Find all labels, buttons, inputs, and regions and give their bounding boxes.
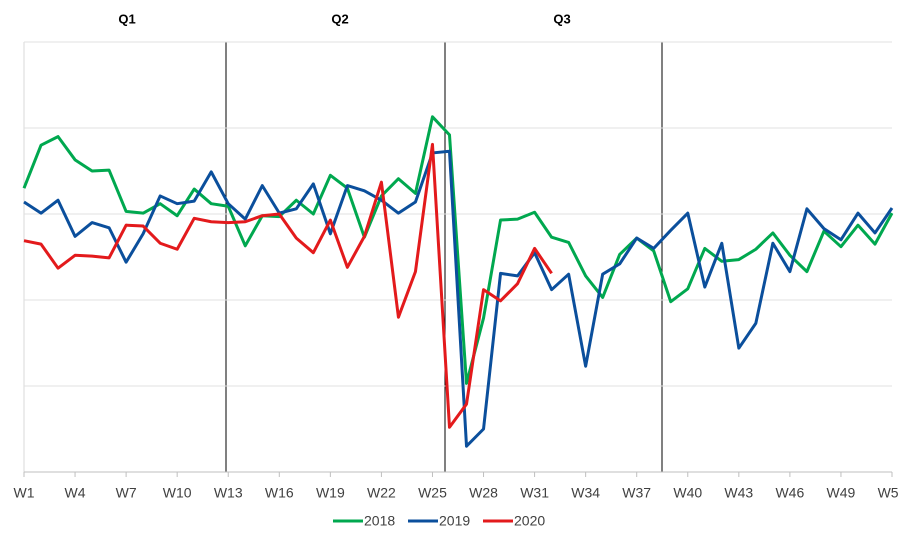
x-tick-label: W7 [116,485,137,501]
x-tick-label: W46 [775,485,804,501]
quarter-label: Q1 [118,11,135,26]
series-line [22,115,894,385]
x-tick-label: W19 [316,485,345,501]
legend-label: 2018 [364,513,395,529]
x-tick-label: W16 [265,485,294,501]
x-tick-label: W40 [673,485,702,501]
x-tick-label: W34 [571,485,600,501]
x-tick-label: W13 [214,485,243,501]
series-line [23,149,894,448]
legend-label: 2020 [514,513,545,529]
quarter-label: Q2 [331,11,348,26]
x-tick-label: W1 [14,485,35,501]
x-tick-label: W28 [469,485,498,501]
legend-label: 2019 [439,513,470,529]
x-tick-label: W52 [878,485,898,501]
x-tick-label: W43 [724,485,753,501]
x-tick-label: W31 [520,485,549,501]
x-tick-label: W37 [622,485,651,501]
x-tick-label: W4 [65,485,86,501]
x-tick-label: W49 [827,485,856,501]
x-tick-label: W10 [163,485,192,501]
series-line [23,142,553,429]
x-tick-label: W22 [367,485,396,501]
x-tick-label: W25 [418,485,447,501]
quarter-label: Q3 [553,11,570,26]
